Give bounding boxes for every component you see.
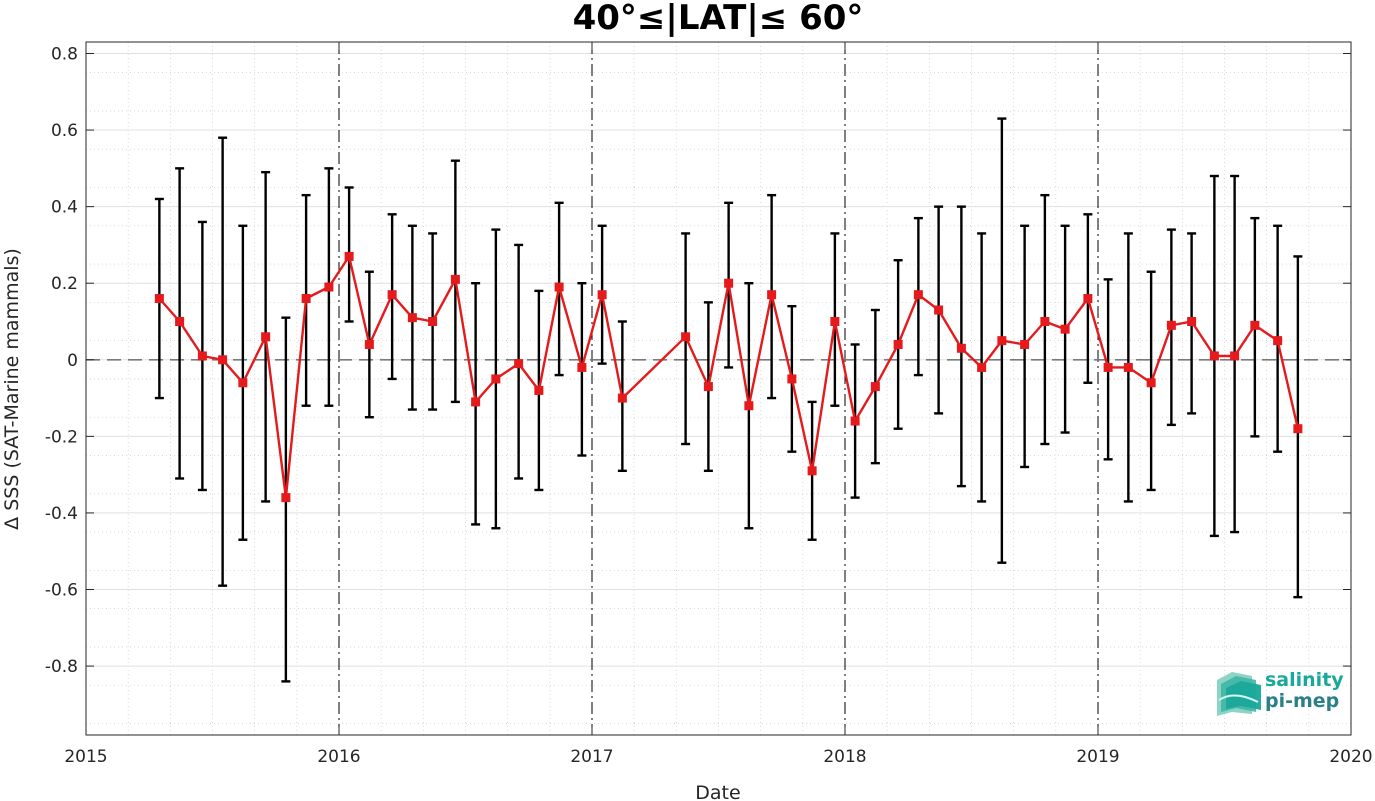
x-tick-label: 2016: [317, 747, 360, 767]
logo-text-pi-mep: pi-mep: [1265, 690, 1339, 712]
y-tick-label: 0.8: [51, 44, 78, 64]
y-tick-label: -0.8: [45, 657, 78, 677]
data-point-marker: [934, 305, 944, 315]
data-point-marker: [450, 274, 460, 284]
x-tick-label: 2015: [64, 747, 107, 767]
data-point-marker: [1020, 339, 1030, 349]
data-point-marker: [428, 316, 438, 326]
data-point-marker: [154, 294, 164, 304]
data-point-marker: [1187, 316, 1197, 326]
data-point-marker: [830, 316, 840, 326]
data-point-marker: [597, 290, 607, 300]
data-point-marker: [997, 336, 1007, 346]
data-point-marker: [301, 294, 311, 304]
logo-text-salinity: salinity: [1265, 669, 1344, 691]
x-tick-label: 2019: [1076, 747, 1119, 767]
y-tick-label: -0.4: [45, 504, 78, 524]
data-point-marker: [407, 313, 417, 323]
data-point-marker: [364, 339, 374, 349]
data-point-marker: [1040, 316, 1050, 326]
y-tick-label: 0: [67, 351, 78, 371]
data-point-marker: [471, 397, 481, 407]
data-point-marker: [850, 416, 860, 426]
data-point-marker: [238, 378, 248, 388]
y-tick-label: -0.6: [45, 581, 78, 601]
data-point-marker: [1273, 336, 1283, 346]
data-point-marker: [1209, 351, 1219, 361]
data-point-marker: [807, 466, 817, 476]
data-point-marker: [893, 339, 903, 349]
data-point-marker: [577, 362, 587, 372]
data-point-marker: [261, 332, 271, 342]
data-point-marker: [1166, 320, 1176, 330]
y-tick-label: 0.6: [51, 121, 78, 141]
x-tick-label: 2017: [570, 747, 613, 767]
tick-layer: -0.8 -0.6 -0.4 -0.2 0 0.2 0.4 0.6 0.8 2015 2016 201…: [45, 42, 1373, 767]
x-tick-label: 2020: [1329, 747, 1372, 767]
x-axis-label: Date: [695, 782, 740, 801]
data-point-marker: [767, 290, 777, 300]
data-point-marker: [387, 290, 397, 300]
data-point-marker: [724, 278, 734, 288]
y-axis-label: Δ SSS (SAT-Marine mammals): [1, 248, 23, 530]
data-point-marker: [514, 359, 524, 369]
data-point-marker: [281, 493, 291, 503]
data-point-marker: [617, 393, 627, 403]
data-point-marker: [197, 351, 207, 361]
y-tick-label: 0.4: [51, 198, 78, 218]
data-point-marker: [1250, 320, 1260, 330]
y-tick-label: 0.2: [51, 274, 78, 294]
data-point-marker: [1083, 294, 1093, 304]
data-point-marker: [977, 362, 987, 372]
data-point-marker: [534, 385, 544, 395]
data-point-marker: [956, 343, 966, 353]
data-point-marker: [491, 374, 501, 384]
data-point-marker: [344, 251, 354, 261]
data-point-marker: [1060, 324, 1070, 334]
data-point-marker: [870, 382, 880, 392]
chart-title: 40°≤|LAT|≤ 60°: [573, 0, 864, 38]
data-point-marker: [1123, 362, 1133, 372]
data-point-marker: [744, 401, 754, 411]
x-tick-label: 2018: [823, 747, 866, 767]
y-tick-label: -0.2: [45, 427, 78, 447]
series-layer: [154, 251, 1303, 503]
wave-icon: [1217, 672, 1261, 716]
data-point-marker: [1103, 362, 1113, 372]
data-point-marker: [787, 374, 797, 384]
data-point-marker: [1146, 378, 1156, 388]
axes-box: [85, 41, 1352, 736]
reference-lines: [86, 42, 1351, 735]
data-point-marker: [324, 282, 334, 292]
data-point-marker: [1230, 351, 1240, 361]
data-point-marker: [554, 282, 564, 292]
data-point-marker: [703, 382, 713, 392]
data-point-marker: [913, 290, 923, 300]
salinity-pi-mep-logo: salinity pi-mep: [1217, 669, 1344, 716]
data-point-marker: [681, 332, 691, 342]
data-point-marker: [175, 316, 185, 326]
data-point-marker: [218, 355, 228, 365]
data-point-marker: [1293, 424, 1303, 434]
